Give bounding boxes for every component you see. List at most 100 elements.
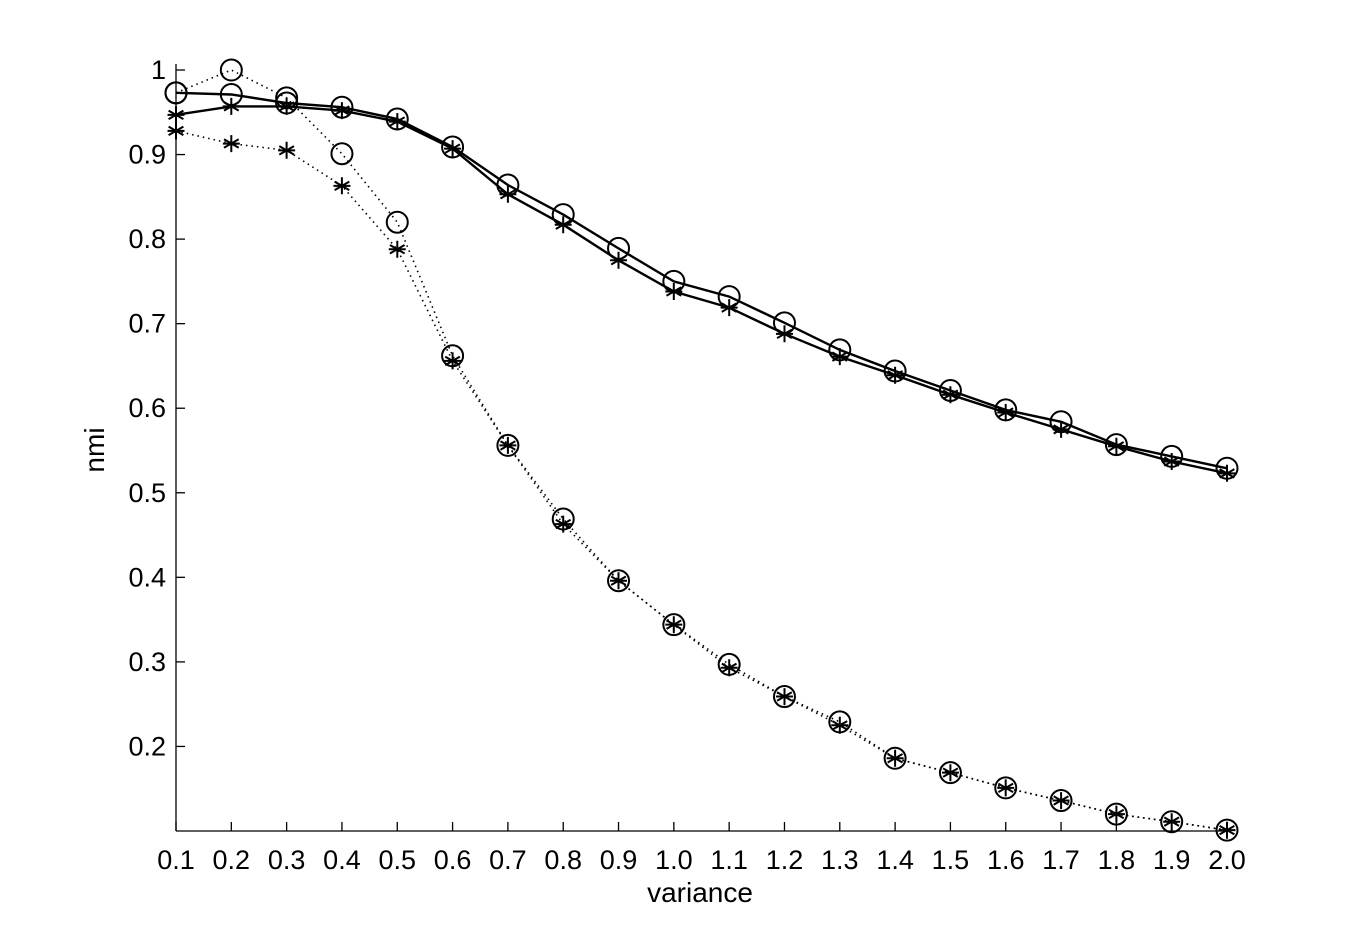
x-tick-label: 1.5 bbox=[932, 845, 970, 875]
data-series bbox=[164, 58, 1239, 842]
x-tick-label: 1.0 bbox=[655, 845, 693, 875]
asterisk-marker bbox=[886, 749, 904, 767]
asterisk-marker bbox=[333, 177, 351, 195]
asterisk-marker bbox=[720, 299, 738, 317]
asterisk-marker bbox=[554, 515, 572, 533]
x-tick-label: 0.6 bbox=[434, 845, 472, 875]
asterisk-marker bbox=[1218, 821, 1236, 839]
asterisk-marker bbox=[167, 122, 185, 140]
asterisk-marker bbox=[1052, 792, 1070, 810]
asterisk-marker bbox=[499, 436, 517, 454]
circle-marker bbox=[883, 746, 907, 770]
asterisk-marker bbox=[831, 716, 849, 734]
asterisk-marker bbox=[278, 97, 296, 115]
x-tick-label: 1.7 bbox=[1042, 845, 1080, 875]
y-tick-label: 0.6 bbox=[128, 393, 166, 423]
asterisk-marker bbox=[610, 251, 628, 269]
circle-marker bbox=[772, 685, 796, 709]
x-tick-label: 0.1 bbox=[157, 845, 195, 875]
asterisk-marker bbox=[388, 113, 406, 131]
x-tick-label: 0.3 bbox=[268, 845, 306, 875]
asterisk-marker bbox=[499, 185, 517, 203]
x-tick-label: 0.2 bbox=[213, 845, 251, 875]
circle-marker bbox=[1215, 818, 1239, 842]
x-tick-label: 2.0 bbox=[1208, 845, 1246, 875]
series-line bbox=[175, 105, 1228, 475]
asterisk-marker bbox=[222, 135, 240, 153]
series-line bbox=[175, 91, 1228, 470]
x-tick-label: 1.9 bbox=[1153, 845, 1191, 875]
x-tick-label: 1.1 bbox=[710, 845, 748, 875]
circle-marker bbox=[662, 613, 686, 637]
x-tick-label: 0.9 bbox=[600, 845, 638, 875]
asterisk-marker bbox=[1163, 813, 1181, 831]
x-axis-ticks: 0.1 0.2 0.3 0.4 0.5 0.6 0.7 0.8 0.9 1.0 1.1 1.2 1.3 1… bbox=[157, 822, 1246, 875]
y-tick-label: 0.2 bbox=[128, 731, 166, 761]
series-2 bbox=[167, 97, 1236, 482]
asterisk-marker bbox=[941, 386, 959, 404]
asterisk-marker bbox=[554, 216, 572, 234]
asterisk-marker bbox=[720, 659, 738, 677]
circle-marker bbox=[385, 210, 409, 234]
asterisk-marker bbox=[1218, 464, 1236, 482]
circle-marker bbox=[1104, 433, 1128, 457]
asterisk-marker bbox=[278, 141, 296, 159]
circle-marker bbox=[441, 135, 465, 159]
x-tick-label: 0.5 bbox=[378, 845, 416, 875]
asterisk-marker bbox=[886, 366, 904, 384]
asterisk-marker bbox=[1107, 805, 1125, 823]
series-line bbox=[175, 69, 1228, 831]
y-tick-label: 0.4 bbox=[128, 562, 166, 592]
asterisk-marker bbox=[665, 283, 683, 300]
y-tick-label: 1 bbox=[151, 55, 166, 85]
series-1 bbox=[164, 81, 1239, 480]
asterisk-marker bbox=[610, 572, 628, 590]
asterisk-marker bbox=[167, 106, 185, 124]
asterisk-marker bbox=[941, 764, 959, 782]
asterisk-marker bbox=[997, 404, 1015, 421]
circle-marker bbox=[938, 761, 962, 785]
asterisk-marker bbox=[388, 240, 406, 258]
x-tick-label: 0.8 bbox=[544, 845, 582, 875]
x-tick-label: 1.6 bbox=[987, 845, 1025, 875]
y-tick-label: 0.5 bbox=[128, 478, 166, 508]
asterisk-marker bbox=[222, 97, 240, 115]
asterisk-marker bbox=[333, 102, 351, 120]
x-tick-label: 1.2 bbox=[766, 845, 804, 875]
x-tick-label: 1.8 bbox=[1098, 845, 1136, 875]
circle-marker bbox=[164, 81, 188, 105]
asterisk-marker bbox=[665, 616, 683, 634]
series-line bbox=[175, 130, 1228, 831]
asterisk-marker bbox=[1163, 453, 1181, 470]
axes bbox=[175, 64, 1227, 832]
circle-marker bbox=[994, 776, 1018, 800]
y-tick-label: 0.8 bbox=[128, 224, 166, 254]
x-tick-label: 0.7 bbox=[489, 845, 527, 875]
circle-marker bbox=[496, 433, 520, 457]
x-axis-title: variance bbox=[647, 877, 753, 908]
y-tick-label: 0.7 bbox=[128, 309, 166, 339]
series-4 bbox=[167, 122, 1236, 839]
circle-marker bbox=[1104, 802, 1128, 826]
circle-marker bbox=[219, 58, 243, 82]
x-tick-label: 1.3 bbox=[821, 845, 859, 875]
circle-marker bbox=[607, 569, 631, 593]
asterisk-marker bbox=[775, 325, 793, 343]
asterisk-marker bbox=[1107, 437, 1125, 455]
x-tick-label: 1.4 bbox=[876, 845, 914, 875]
y-tick-label: 0.9 bbox=[128, 140, 166, 170]
circle-marker bbox=[330, 142, 354, 166]
y-tick-label: 0.3 bbox=[128, 647, 166, 677]
asterisk-marker bbox=[775, 688, 793, 706]
asterisk-marker bbox=[997, 779, 1015, 797]
asterisk-marker bbox=[444, 352, 462, 370]
x-tick-label: 0.4 bbox=[323, 845, 361, 875]
asterisk-marker bbox=[1052, 420, 1070, 438]
y-axis-title: nmi bbox=[79, 427, 110, 472]
y-axis-ticks: 0.2 0.3 0.4 0.5 0.6 0.7 0.8 0.9 1 bbox=[128, 55, 185, 761]
circle-marker bbox=[1049, 789, 1073, 813]
asterisk-marker bbox=[831, 348, 849, 366]
asterisk-marker bbox=[444, 140, 462, 158]
circle-marker bbox=[1160, 810, 1184, 834]
